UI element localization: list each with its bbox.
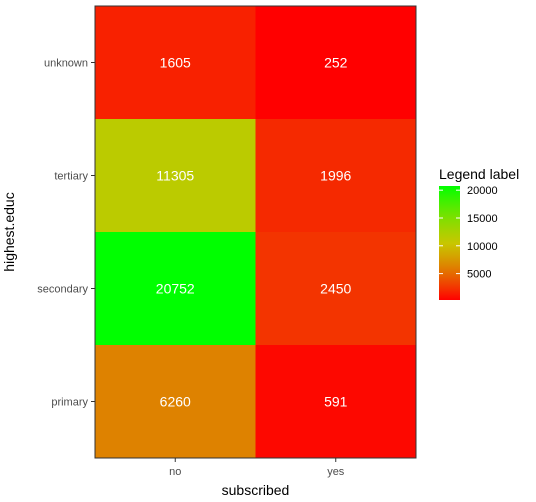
- cell-value-label: 1996: [320, 168, 351, 184]
- y-axis-title: highest.educ: [1, 192, 17, 271]
- heatmap-cell-secondary-yes: [255, 232, 417, 346]
- x-tick-label: yes: [327, 466, 345, 478]
- x-axis-title: subscribed: [222, 482, 290, 498]
- cell-value-label: 2450: [320, 281, 351, 297]
- panel-border: [94, 5, 417, 459]
- y-tick-label: tertiary: [54, 171, 88, 183]
- heatmap-cell-primary-no: [95, 345, 256, 459]
- cell-value-label: 6260: [160, 394, 191, 410]
- y-tick-label: secondary: [37, 284, 88, 296]
- legend-colorbar: [439, 186, 460, 300]
- legend-tick-label: 5000: [467, 269, 491, 281]
- x-axis-ticks: no yes: [169, 458, 345, 478]
- cell-value-label: 20752: [156, 281, 195, 297]
- heatmap-cell-tertiary-no: [95, 119, 256, 233]
- cell-value-label: 591: [324, 394, 348, 410]
- heatmap-cell-primary-yes: [255, 345, 417, 459]
- y-tick-label: primary: [51, 397, 88, 409]
- legend-ticks: 5000 10000 15000 20000: [439, 185, 498, 281]
- heatmap-cell-unknown-no: [95, 6, 256, 120]
- cell-value-label: 252: [324, 55, 348, 71]
- legend-title: Legend label: [439, 166, 519, 182]
- legend-tick-label: 15000: [467, 213, 498, 225]
- cell-value-label: 1605: [160, 55, 191, 71]
- heatmap-cells: [95, 6, 417, 459]
- legend-tick-label: 20000: [467, 185, 498, 197]
- cell-value-label: 11305: [156, 168, 194, 184]
- y-axis-ticks: unknown tertiary secondary primary: [37, 58, 95, 409]
- x-tick-label: no: [169, 466, 181, 478]
- heatmap-cell-secondary-no: [95, 232, 256, 346]
- heatmap-cell-labels: 1605 252 11305 1996 20752 2450 6260 591: [156, 55, 352, 410]
- heatmap-cell-unknown-yes: [255, 6, 417, 120]
- legend: Legend label 5000 10000 15000 20000: [439, 166, 519, 300]
- heatmap-cell-tertiary-yes: [255, 119, 417, 233]
- legend-tick-label: 10000: [467, 241, 498, 253]
- y-tick-label: unknown: [44, 58, 88, 70]
